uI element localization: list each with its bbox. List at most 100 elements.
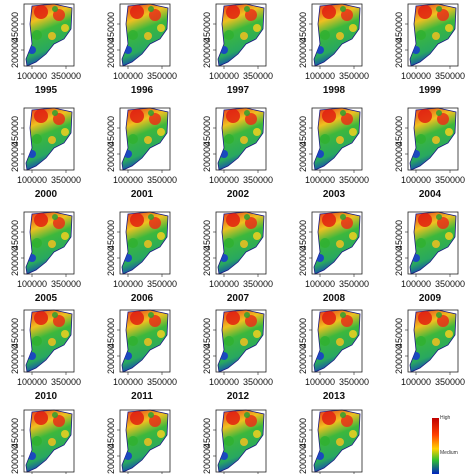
x-tick-label: 100000 [17,175,47,185]
x-tick-label: 100000 [401,377,431,387]
frame [311,409,363,473]
y-tick-label: 200000 [106,246,116,276]
x-tick-label: 100000 [305,175,335,185]
y-tick-label: 200000 [10,142,20,172]
raster-cell [149,415,161,427]
legend-label: High [440,415,451,421]
y-tick-label: 450000 [106,116,116,146]
raster-cell [418,5,432,19]
y-tick-label: 450000 [10,418,20,448]
raster-cell [322,411,336,425]
raster-cell [148,6,154,12]
year-label: 2008 [323,293,346,304]
x-tick-label: 350000 [435,175,465,185]
raster-cell [157,24,165,32]
raster-cell [61,24,69,32]
y-tick-label: 450000 [10,116,20,146]
raster-cell [320,436,330,446]
y-tick-label: 200000 [298,444,308,474]
x-tick-label: 350000 [51,279,81,289]
year-label: 2002 [227,189,250,200]
raster-cell [253,128,261,136]
y-tick-label: 200000 [202,344,212,374]
raster-cell [349,128,357,136]
raster-cell [130,213,144,227]
year-label: 2013 [323,391,346,402]
raster-cell [144,240,152,248]
x-tick-label: 350000 [435,71,465,81]
raster-cell [245,415,257,427]
x-tick-label: 350000 [51,175,81,185]
legend-bar [432,418,439,474]
raster-cell [416,30,426,40]
y-tick-label: 200000 [10,246,20,276]
frame [215,211,267,275]
frame [215,309,267,373]
x-tick-label: 350000 [243,377,273,387]
y-tick-label: 450000 [298,12,308,42]
y-tick-label: 450000 [202,12,212,42]
raster-cell [224,30,234,40]
raster-cell [149,217,161,229]
raster-cell [48,338,56,346]
raster-cell [336,240,344,248]
raster-cell [245,315,257,327]
raster-cell [53,9,65,21]
x-tick-label: 100000 [113,279,143,289]
frame [311,309,363,373]
x-tick-label: 350000 [243,175,273,185]
raster-cell [432,32,440,40]
raster-cell [52,312,58,318]
y-tick-label: 450000 [202,418,212,448]
raster-cell [34,109,48,123]
frame [23,211,75,275]
raster-cell [53,315,65,327]
raster-cell [245,217,257,229]
raster-cell [322,5,336,19]
raster-cell [341,9,353,21]
raster-cell [244,214,250,220]
raster-detail [28,411,69,460]
y-tick-label: 200000 [10,444,20,474]
raster-detail [220,109,261,158]
raster-cell [322,213,336,227]
raster-detail [316,213,357,262]
raster-cell [240,136,248,144]
y-tick-label: 200000 [106,444,116,474]
x-tick-label: 100000 [209,279,239,289]
y-tick-label: 450000 [298,418,308,448]
frame [23,409,75,473]
frame [23,107,75,171]
raster-cell [341,113,353,125]
x-tick-label: 350000 [339,71,369,81]
frame [119,409,171,473]
frame [407,211,459,275]
raster-cell [416,134,426,144]
y-tick-label: 450000 [202,318,212,348]
y-tick-label: 200000 [202,142,212,172]
y-tick-label: 450000 [106,220,116,250]
raster-cell [157,430,165,438]
raster-cell [340,110,346,116]
x-tick-label: 100000 [17,71,47,81]
raster-cell [253,232,261,240]
raster-cell [48,438,56,446]
y-tick-label: 450000 [10,220,20,250]
raster-cell [128,238,138,248]
x-tick-label: 350000 [435,279,465,289]
raster-cell [157,330,165,338]
y-tick-label: 450000 [202,220,212,250]
raster-cell [244,6,250,12]
raster-cell [32,238,42,248]
raster-cell [32,436,42,446]
raster-cell [320,238,330,248]
x-tick-label: 350000 [51,377,81,387]
raster-cell [240,32,248,40]
